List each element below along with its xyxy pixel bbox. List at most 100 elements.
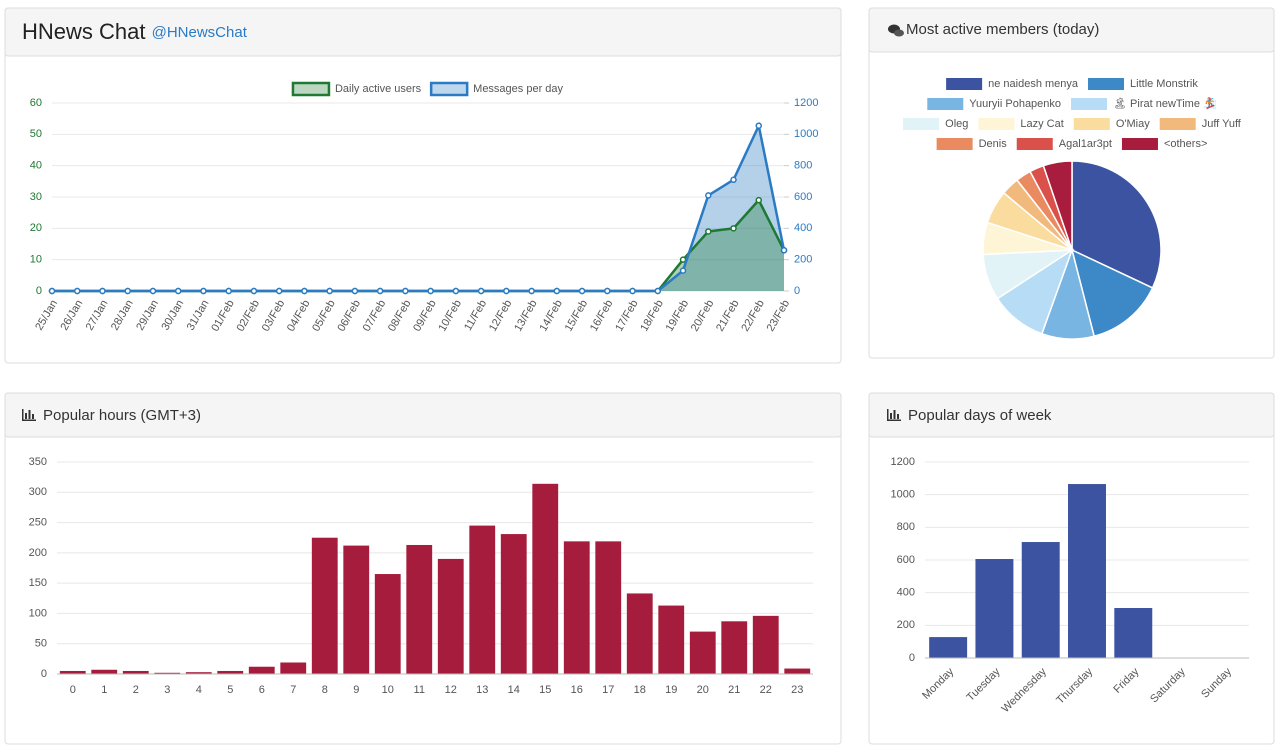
legend-label: Daily active users (335, 83, 422, 95)
y2-tick-label: 1200 (794, 97, 818, 109)
y-tick-label: 350 (29, 456, 47, 468)
y-tick-label: 30 (30, 191, 42, 203)
legend-label: Lazy Cat (1020, 118, 1063, 130)
y-tick-label: 10 (30, 254, 42, 266)
y-tick-label: 1000 (891, 489, 915, 501)
point (780, 247, 788, 254)
point (755, 122, 763, 129)
bar (437, 558, 464, 674)
legend-label: Oleg (945, 118, 968, 130)
bar (1021, 542, 1060, 658)
point (528, 287, 535, 295)
legend-swatch (978, 118, 1015, 130)
x-tick-label: 23 (791, 684, 803, 696)
legend-swatch (1159, 118, 1196, 130)
legend-swatch (936, 138, 973, 150)
x-tick-label: 4 (196, 684, 202, 696)
bar (563, 541, 590, 674)
point (427, 287, 434, 295)
bar (1114, 608, 1153, 658)
bar-icon (22, 409, 36, 421)
y2-tick-label: 800 (794, 160, 812, 172)
panel-title: Popular hours (GMT+3) (43, 407, 201, 424)
x-tick-label: 10 (382, 684, 394, 696)
legend-label: <others> (1164, 138, 1207, 150)
bar (752, 615, 779, 674)
x-tick-label: 16 (571, 684, 583, 696)
y-tick-label: 40 (30, 160, 42, 172)
bar (343, 545, 370, 674)
legend-swatch (429, 81, 469, 97)
point (351, 287, 359, 295)
x-tick-label: 8 (322, 684, 328, 696)
legend-swatch (946, 78, 983, 90)
y-tick-label: 50 (30, 128, 42, 140)
bar (406, 544, 433, 674)
bar (91, 669, 118, 674)
legend-swatch (1071, 98, 1108, 110)
legend-swatch (1073, 118, 1110, 130)
handle[interactable]: @HNewsChat (152, 24, 248, 41)
panel-title: Popular days of week (908, 407, 1052, 424)
legend-label: ne naidesh menya (988, 78, 1079, 90)
point (730, 176, 737, 184)
bar (1068, 484, 1106, 658)
y-tick-label: 600 (897, 554, 915, 566)
x-tick-label: 13 (476, 684, 488, 696)
x-tick-label: 22 (760, 684, 772, 696)
point (326, 287, 333, 295)
bar (929, 637, 968, 658)
y-tick-label: 20 (30, 222, 42, 234)
panel-title: Most active members (today) (906, 21, 1099, 38)
panel-header (868, 7, 1275, 53)
point (477, 287, 485, 295)
legend-label: Agal1ar3pt (1059, 138, 1112, 150)
x-tick-label: 20 (697, 684, 709, 696)
y2-tick-label: 200 (794, 254, 812, 266)
legend-swatch (1016, 138, 1053, 150)
legend-label: Messages per day (473, 83, 563, 95)
point (99, 287, 106, 295)
point (301, 287, 308, 295)
x-tick-label: 0 (70, 684, 76, 696)
y-tick-label: 0 (41, 668, 47, 680)
y-tick-label: 150 (29, 577, 47, 589)
x-tick-label: 14 (508, 684, 520, 696)
y-tick-label: 200 (897, 619, 915, 631)
point (679, 267, 687, 274)
x-tick-label: 7 (290, 684, 296, 696)
x-tick-label: 17 (602, 684, 614, 696)
point (705, 192, 712, 199)
legend-label: O'Miay (1116, 118, 1150, 130)
bar (311, 537, 338, 674)
y2-tick-label: 400 (794, 222, 812, 234)
x-tick-label: 11 (414, 684, 425, 696)
bar (784, 668, 811, 674)
y-tick-label: 200 (29, 547, 47, 559)
point (452, 287, 460, 295)
x-tick-label: 19 (665, 684, 677, 696)
bar (154, 672, 181, 674)
point (402, 287, 409, 295)
point (578, 287, 586, 295)
title: HNews Chat (22, 19, 145, 44)
x-tick-label: 12 (445, 684, 457, 696)
point (654, 287, 662, 295)
bar (122, 670, 149, 674)
app-title: HNews Chat @HNewsChat (22, 19, 248, 44)
point (553, 287, 561, 295)
y-tick-label: 0 (36, 285, 42, 297)
point (604, 287, 611, 295)
bar (500, 534, 527, 674)
area (52, 200, 784, 291)
bar (626, 593, 653, 674)
panel-header (4, 392, 842, 438)
y2-tick-label: 0 (794, 285, 800, 297)
point (755, 196, 763, 204)
bar (721, 621, 748, 674)
legend-label: Yuuryii Pohapenko (969, 98, 1061, 110)
point (629, 287, 636, 295)
bar (469, 525, 496, 674)
bar (975, 559, 1014, 658)
